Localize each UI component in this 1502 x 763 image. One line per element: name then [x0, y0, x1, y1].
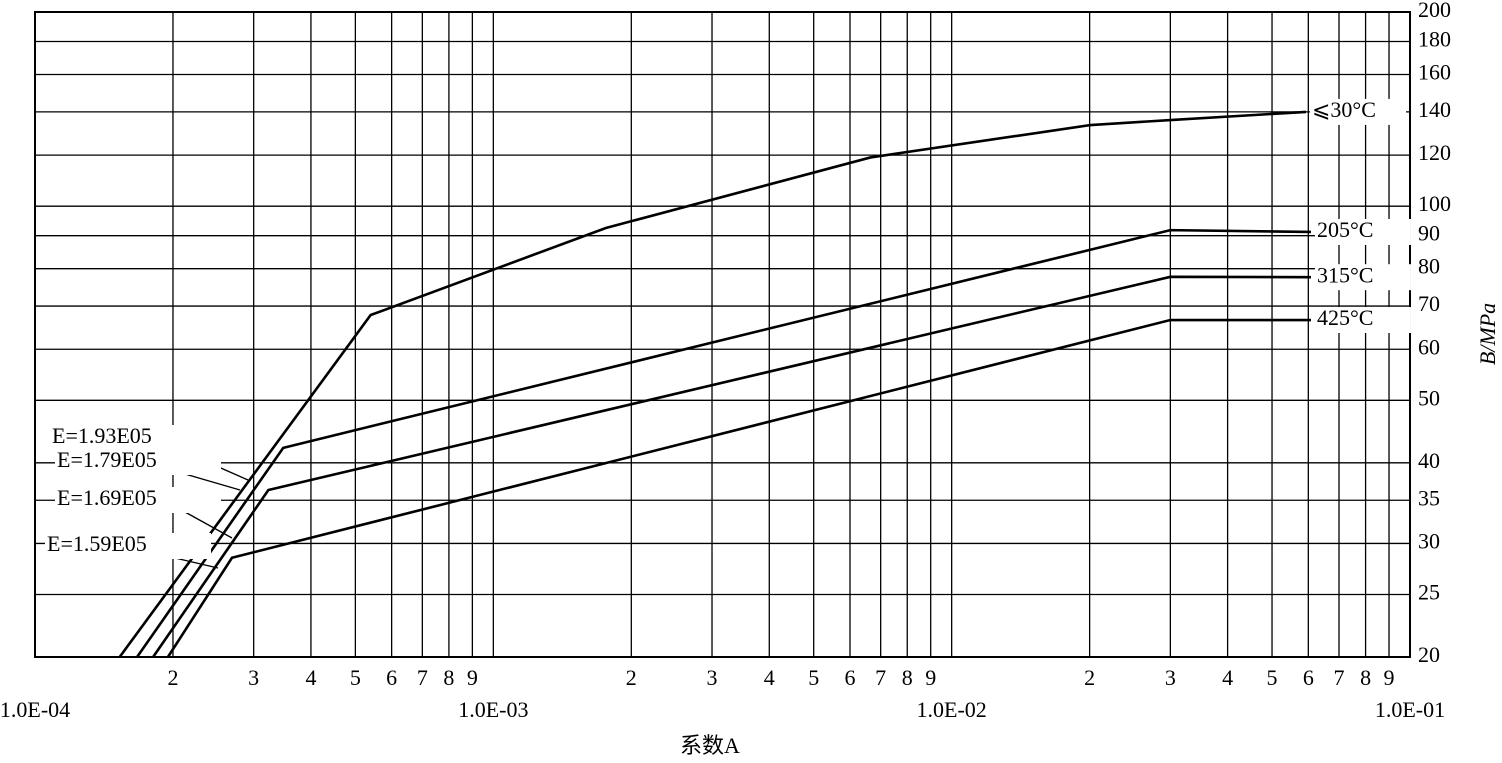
annotation: E=1.93E05	[52, 423, 152, 448]
x-tick-label: 6	[1303, 665, 1314, 690]
x-tick-label: 7	[875, 665, 886, 690]
x-tick-label: 3	[1165, 665, 1176, 690]
annotation: E=1.79E05	[57, 447, 157, 472]
label-bg	[50, 425, 216, 451]
x-tick-label: 7	[1334, 665, 1345, 690]
leader-line	[174, 557, 219, 569]
x-tick-label: 4	[305, 665, 316, 690]
label-bg	[1314, 218, 1411, 245]
leader-line	[184, 511, 233, 539]
y-axis-label: B/MPa	[1475, 303, 1500, 365]
label-bg	[1314, 264, 1411, 291]
x-tick-label: 3	[248, 665, 259, 690]
x-tick-label: 3	[707, 665, 718, 690]
series-line	[118, 110, 1307, 658]
annotation: E=1.59E05	[47, 531, 147, 556]
y-tick-label: 50	[1418, 385, 1440, 410]
label-bg	[45, 533, 211, 559]
y-tick-label: 180	[1418, 27, 1451, 52]
x-tick-label: 2	[1084, 665, 1095, 690]
x-tick-label: 6	[844, 665, 855, 690]
y-tick-label: 100	[1418, 191, 1451, 216]
leader-line	[184, 473, 241, 491]
y-tick-label: 60	[1418, 334, 1440, 359]
y-tick-label: 70	[1418, 291, 1440, 316]
x-tick-label: 1.0E-04	[0, 697, 70, 722]
x-tick-label: 7	[417, 665, 428, 690]
x-tick-label: 4	[1222, 665, 1233, 690]
y-tick-label: 25	[1418, 580, 1440, 605]
y-tick-label: 160	[1418, 60, 1451, 85]
y-tick-label: 80	[1418, 254, 1440, 279]
x-axis-label: 系数A	[680, 733, 740, 758]
label-bg	[1314, 307, 1411, 334]
y-tick-label: 140	[1418, 97, 1451, 122]
x-tick-label: 5	[1267, 665, 1278, 690]
x-tick-label: 9	[467, 665, 478, 690]
x-tick-label: 2	[626, 665, 637, 690]
x-tick-label: 5	[808, 665, 819, 690]
series-label: 205°C	[1317, 217, 1373, 242]
series-line	[152, 275, 1311, 658]
y-tick-label: 40	[1418, 448, 1440, 473]
y-tick-label: 120	[1418, 140, 1451, 165]
series-label: 425°C	[1317, 305, 1373, 330]
y-tick-label: 200	[1418, 0, 1451, 22]
series-line	[166, 318, 1311, 658]
x-tick-label: 4	[764, 665, 775, 690]
x-tick-label: 1.0E-02	[917, 697, 987, 722]
y-tick-label: 35	[1418, 485, 1440, 510]
series-label: ⩽30°C	[1312, 97, 1376, 122]
y-tick-label: 20	[1418, 642, 1440, 667]
x-tick-label: 1.0E-01	[1375, 697, 1445, 722]
label-bg	[55, 487, 221, 513]
x-tick-label: 9	[1384, 665, 1395, 690]
x-tick-label: 6	[386, 665, 397, 690]
series-line	[136, 228, 1311, 658]
x-tick-label: 9	[925, 665, 936, 690]
x-tick-label: 8	[443, 665, 454, 690]
x-tick-label: 8	[1360, 665, 1371, 690]
series-label: 315°C	[1317, 262, 1373, 287]
y-tick-label: 30	[1418, 528, 1440, 553]
plot-frame	[34, 11, 1411, 658]
x-tick-label: 5	[350, 665, 361, 690]
x-tick-label: 2	[167, 665, 178, 690]
x-tick-label: 8	[902, 665, 913, 690]
x-tick-label: 1.0E-03	[458, 697, 528, 722]
label-bg	[55, 449, 221, 475]
y-tick-label: 90	[1418, 221, 1440, 246]
annotation: E=1.69E05	[57, 485, 157, 510]
label-bg	[1309, 98, 1406, 125]
